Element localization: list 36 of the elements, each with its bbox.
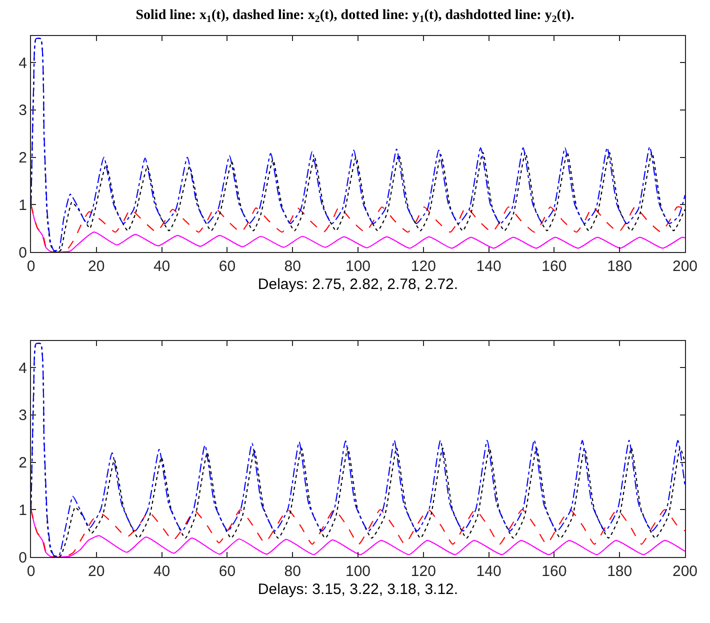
x-axis-title: Delays: 2.75, 2.82, 2.78, 2.72. xyxy=(258,276,458,293)
x-tick-label: 200 xyxy=(672,258,698,275)
x-tick-label: 140 xyxy=(476,563,502,580)
x-tick-label: 80 xyxy=(284,258,301,275)
chart-title: Solid line: x$_{1}$(t), dashed line: x$_{2}$(t), dotted line: y$_{1}$(t), dashdotted line: y$_{2}$(t). xyxy=(136,8,574,25)
x-tick-label: 100 xyxy=(345,563,371,580)
line-series xyxy=(31,343,685,557)
y-tick-label: 1 xyxy=(18,502,27,519)
x-tick-label: 40 xyxy=(153,258,170,275)
x-tick-label: 180 xyxy=(607,563,632,580)
x-tick-label: 100 xyxy=(345,258,371,275)
x-tick-label: 160 xyxy=(542,258,567,275)
x-tick-label: 80 xyxy=(284,563,301,580)
y-tick-label: 0 xyxy=(18,549,27,566)
x-tick-label: 140 xyxy=(476,258,502,275)
x-tick-label: 60 xyxy=(218,563,236,580)
y-tick-label: 4 xyxy=(18,360,27,377)
x-tick-label: 200 xyxy=(672,563,698,580)
y-tick-label: 2 xyxy=(18,150,27,167)
y-tick-label: 1 xyxy=(18,196,27,214)
y-tick-label: 2 xyxy=(18,454,27,472)
x-tick-label: 160 xyxy=(542,563,567,580)
y-tick-label: 4 xyxy=(18,54,27,72)
x-tick-label: 120 xyxy=(410,563,436,580)
x-tick-label: 20 xyxy=(88,563,105,580)
y-tick-label: 3 xyxy=(18,102,27,120)
x-tick-label: 20 xyxy=(88,258,105,275)
x-tick-label: 60 xyxy=(218,258,236,275)
line-series xyxy=(31,509,685,557)
y-tick-label: 3 xyxy=(18,407,27,424)
x-tick-label: 120 xyxy=(410,258,436,275)
x-tick-label: 40 xyxy=(153,563,170,580)
y-tick-label: 0 xyxy=(18,244,27,262)
line-series xyxy=(31,204,685,252)
x-axis-title: Delays: 3.15, 3.22, 3.18, 3.12. xyxy=(258,581,458,598)
x-tick-label: 180 xyxy=(607,258,632,275)
